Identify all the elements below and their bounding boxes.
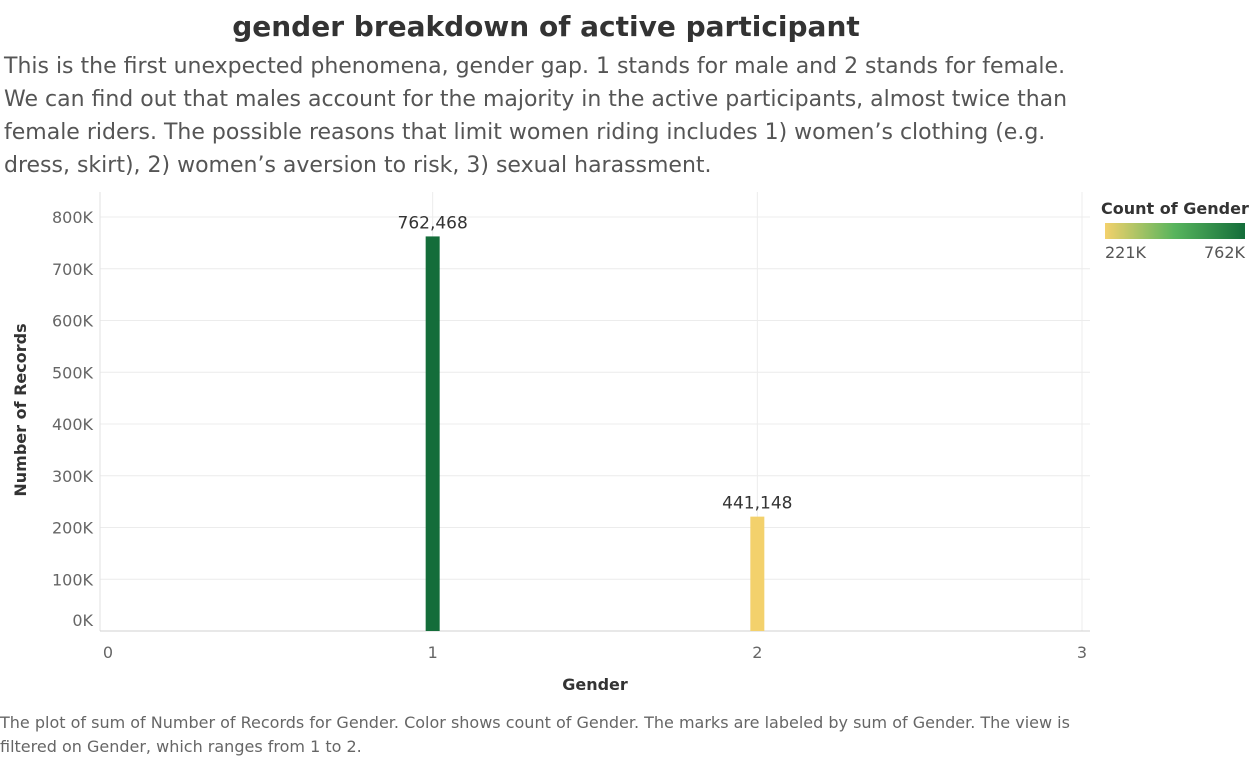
bar-chart: 0K 100K 200K 300K 400K 500K 600K 700K 800K 0 1 2 3 7… (11, 192, 1090, 694)
legend-title: Count of Gender (1101, 199, 1249, 218)
bar-data-label: 441,148 (722, 494, 792, 514)
x-tick-label: 3 (1077, 643, 1087, 662)
grid-layer (99, 192, 1090, 631)
y-tick-label: 600K (52, 312, 94, 331)
legend-max-label: 762K (1203, 243, 1245, 262)
bar (425, 236, 440, 632)
chart-caption: The plot of sum of Number of Records for… (0, 713, 1070, 756)
bar-data-label: 762,468 (398, 213, 468, 233)
y-tick-label: 100K (52, 570, 94, 589)
y-tick-label: 400K (52, 415, 94, 434)
x-tick-label: 1 (428, 643, 438, 662)
axis-layer: 0K 100K 200K 300K 400K 500K 600K 700K 800K 0 1 2 3 (52, 208, 1090, 662)
y-tick-label: 200K (52, 519, 94, 538)
chart-title: gender breakdown of active participant (232, 10, 860, 43)
y-tick-label: 500K (52, 363, 94, 382)
y-tick-label: 300K (52, 467, 94, 486)
chart-description: This is the first unexpected phenomena, … (4, 54, 1068, 178)
legend-gradient-bar (1105, 223, 1245, 239)
y-tick-label: 0K (72, 611, 93, 630)
color-legend: Count of Gender 221K 762K (1101, 199, 1249, 262)
legend-min-label: 221K (1105, 243, 1147, 262)
legend-labels: 221K 762K (1105, 243, 1245, 262)
y-tick-label: 700K (52, 260, 94, 279)
y-tick-label: 800K (52, 208, 94, 227)
bar (750, 516, 765, 631)
x-tick-label: 0 (103, 643, 113, 662)
bar-layer: 762,468 441,148 (398, 213, 792, 632)
y-axis-title: Number of Records (11, 323, 30, 496)
x-axis-title: Gender (562, 675, 628, 694)
x-tick-label: 2 (752, 643, 762, 662)
